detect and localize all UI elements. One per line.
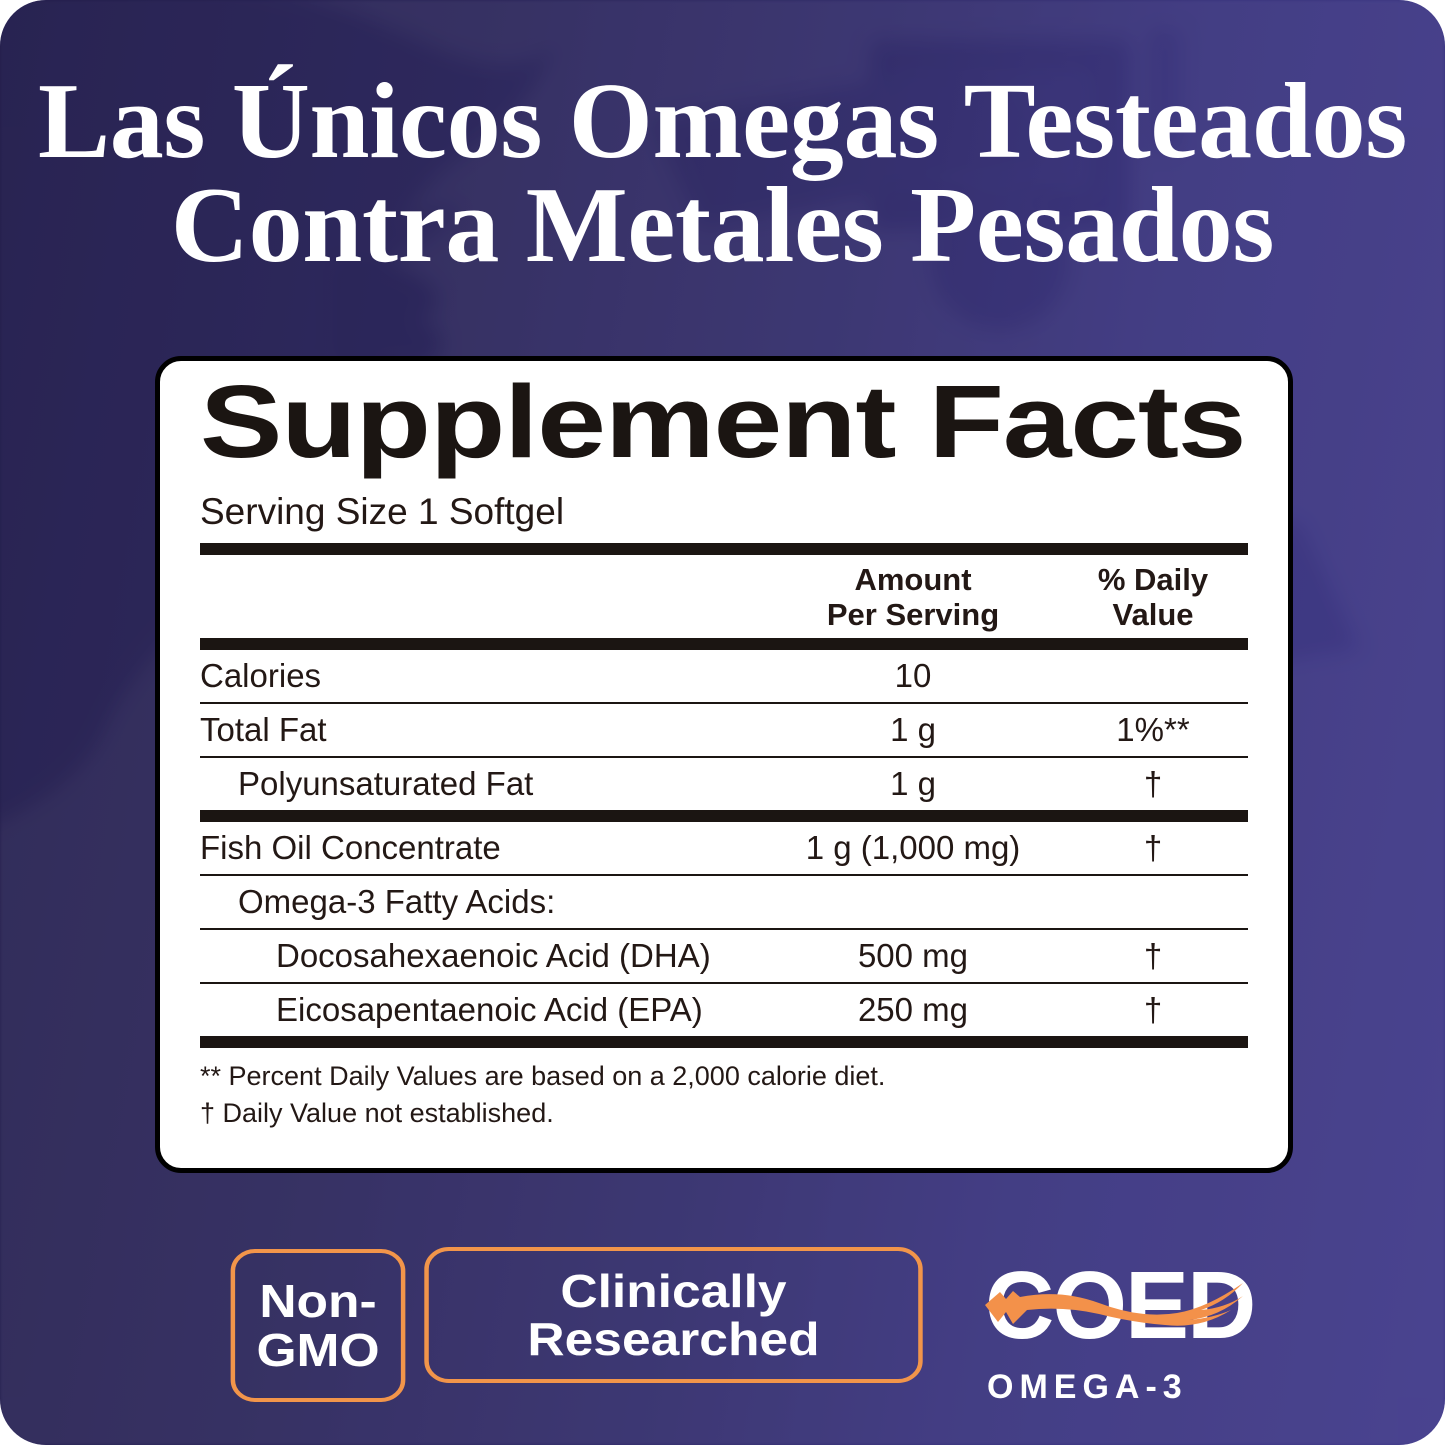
svg-text:OMEGA-3: OMEGA-3 (987, 1368, 1188, 1406)
